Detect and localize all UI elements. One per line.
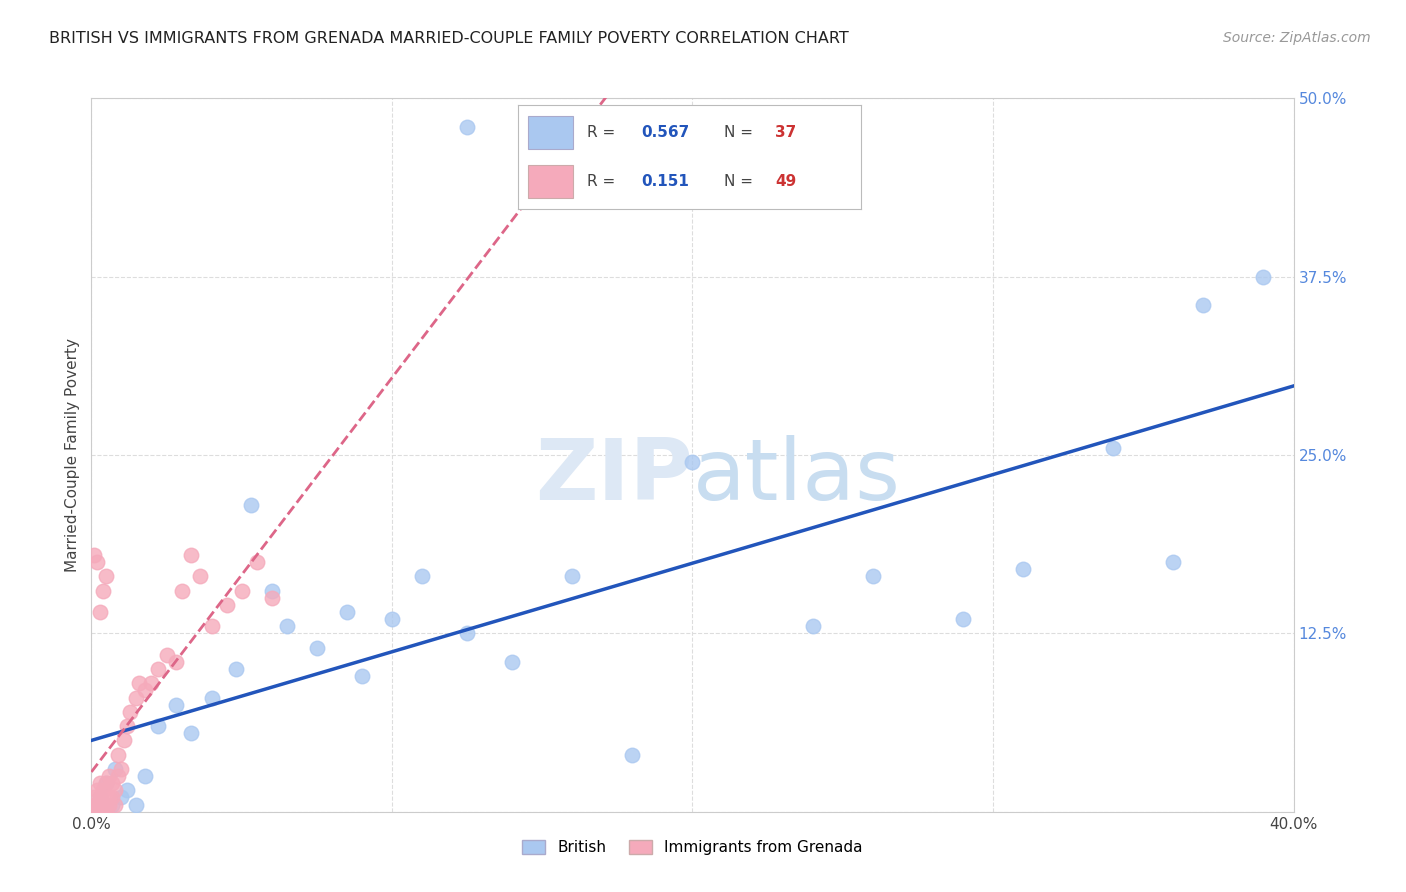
Point xyxy=(381,612,404,626)
Point xyxy=(83,548,105,562)
Point xyxy=(141,676,163,690)
Point xyxy=(681,455,703,469)
Point xyxy=(89,805,111,819)
Point xyxy=(107,769,129,783)
Point xyxy=(96,569,118,583)
Point xyxy=(98,769,121,783)
Point xyxy=(146,719,169,733)
Point xyxy=(134,683,156,698)
Point xyxy=(96,776,118,790)
Point xyxy=(86,797,108,812)
Point xyxy=(93,583,115,598)
Point xyxy=(114,733,136,747)
Point xyxy=(125,690,148,705)
Point xyxy=(305,640,328,655)
Point xyxy=(239,498,262,512)
Text: BRITISH VS IMMIGRANTS FROM GRENADA MARRIED-COUPLE FAMILY POVERTY CORRELATION CHA: BRITISH VS IMMIGRANTS FROM GRENADA MARRI… xyxy=(49,31,849,46)
Point xyxy=(93,797,115,812)
Text: Source: ZipAtlas.com: Source: ZipAtlas.com xyxy=(1223,31,1371,45)
Text: ZIP: ZIP xyxy=(534,434,692,518)
Point xyxy=(110,790,132,805)
Point xyxy=(411,569,433,583)
Point xyxy=(456,120,478,134)
Point xyxy=(952,612,974,626)
Point xyxy=(83,790,105,805)
Point xyxy=(862,569,884,583)
Point xyxy=(89,776,111,790)
Point xyxy=(1161,555,1184,569)
Point xyxy=(104,783,127,797)
Point xyxy=(86,805,108,819)
Point xyxy=(96,776,118,790)
Point xyxy=(93,797,115,812)
Point xyxy=(86,797,108,812)
Point xyxy=(96,805,118,819)
Point xyxy=(93,805,115,819)
Text: atlas: atlas xyxy=(692,434,900,518)
Point xyxy=(98,797,121,812)
Point xyxy=(246,555,269,569)
Point xyxy=(146,662,169,676)
Point xyxy=(155,648,177,662)
Point xyxy=(101,797,124,812)
Point xyxy=(98,790,121,805)
Point xyxy=(456,626,478,640)
Point xyxy=(107,747,129,762)
Point xyxy=(93,783,115,797)
Point xyxy=(336,605,359,619)
Point xyxy=(201,690,224,705)
Point xyxy=(188,569,211,583)
Point xyxy=(86,783,108,797)
Point xyxy=(83,797,105,812)
Y-axis label: Married-Couple Family Poverty: Married-Couple Family Poverty xyxy=(65,338,80,572)
Point xyxy=(260,591,283,605)
Point xyxy=(101,776,124,790)
Point xyxy=(165,698,187,712)
Point xyxy=(104,797,127,812)
Point xyxy=(89,790,111,805)
Point xyxy=(561,569,583,583)
Point xyxy=(1253,269,1275,284)
Point xyxy=(117,783,139,797)
Legend: British, Immigrants from Grenada: British, Immigrants from Grenada xyxy=(516,834,869,861)
Point xyxy=(128,676,150,690)
Point xyxy=(801,619,824,633)
Point xyxy=(134,769,156,783)
Point xyxy=(621,747,644,762)
Point xyxy=(89,790,111,805)
Point xyxy=(1102,441,1125,455)
Point xyxy=(125,797,148,812)
Point xyxy=(350,669,373,683)
Point xyxy=(86,555,108,569)
Point xyxy=(170,583,193,598)
Point xyxy=(501,655,523,669)
Point xyxy=(260,583,283,598)
Point xyxy=(225,662,247,676)
Point xyxy=(180,726,202,740)
Point xyxy=(1012,562,1035,576)
Point xyxy=(215,598,238,612)
Point xyxy=(83,805,105,819)
Point xyxy=(1192,298,1215,312)
Point xyxy=(101,790,124,805)
Point xyxy=(110,762,132,776)
Point xyxy=(96,797,118,812)
Point xyxy=(117,719,139,733)
Point xyxy=(276,619,298,633)
Point xyxy=(180,548,202,562)
Point xyxy=(120,705,142,719)
Point xyxy=(104,762,127,776)
Point xyxy=(231,583,253,598)
Point xyxy=(165,655,187,669)
Point xyxy=(89,605,111,619)
Point xyxy=(201,619,224,633)
Point xyxy=(89,797,111,812)
